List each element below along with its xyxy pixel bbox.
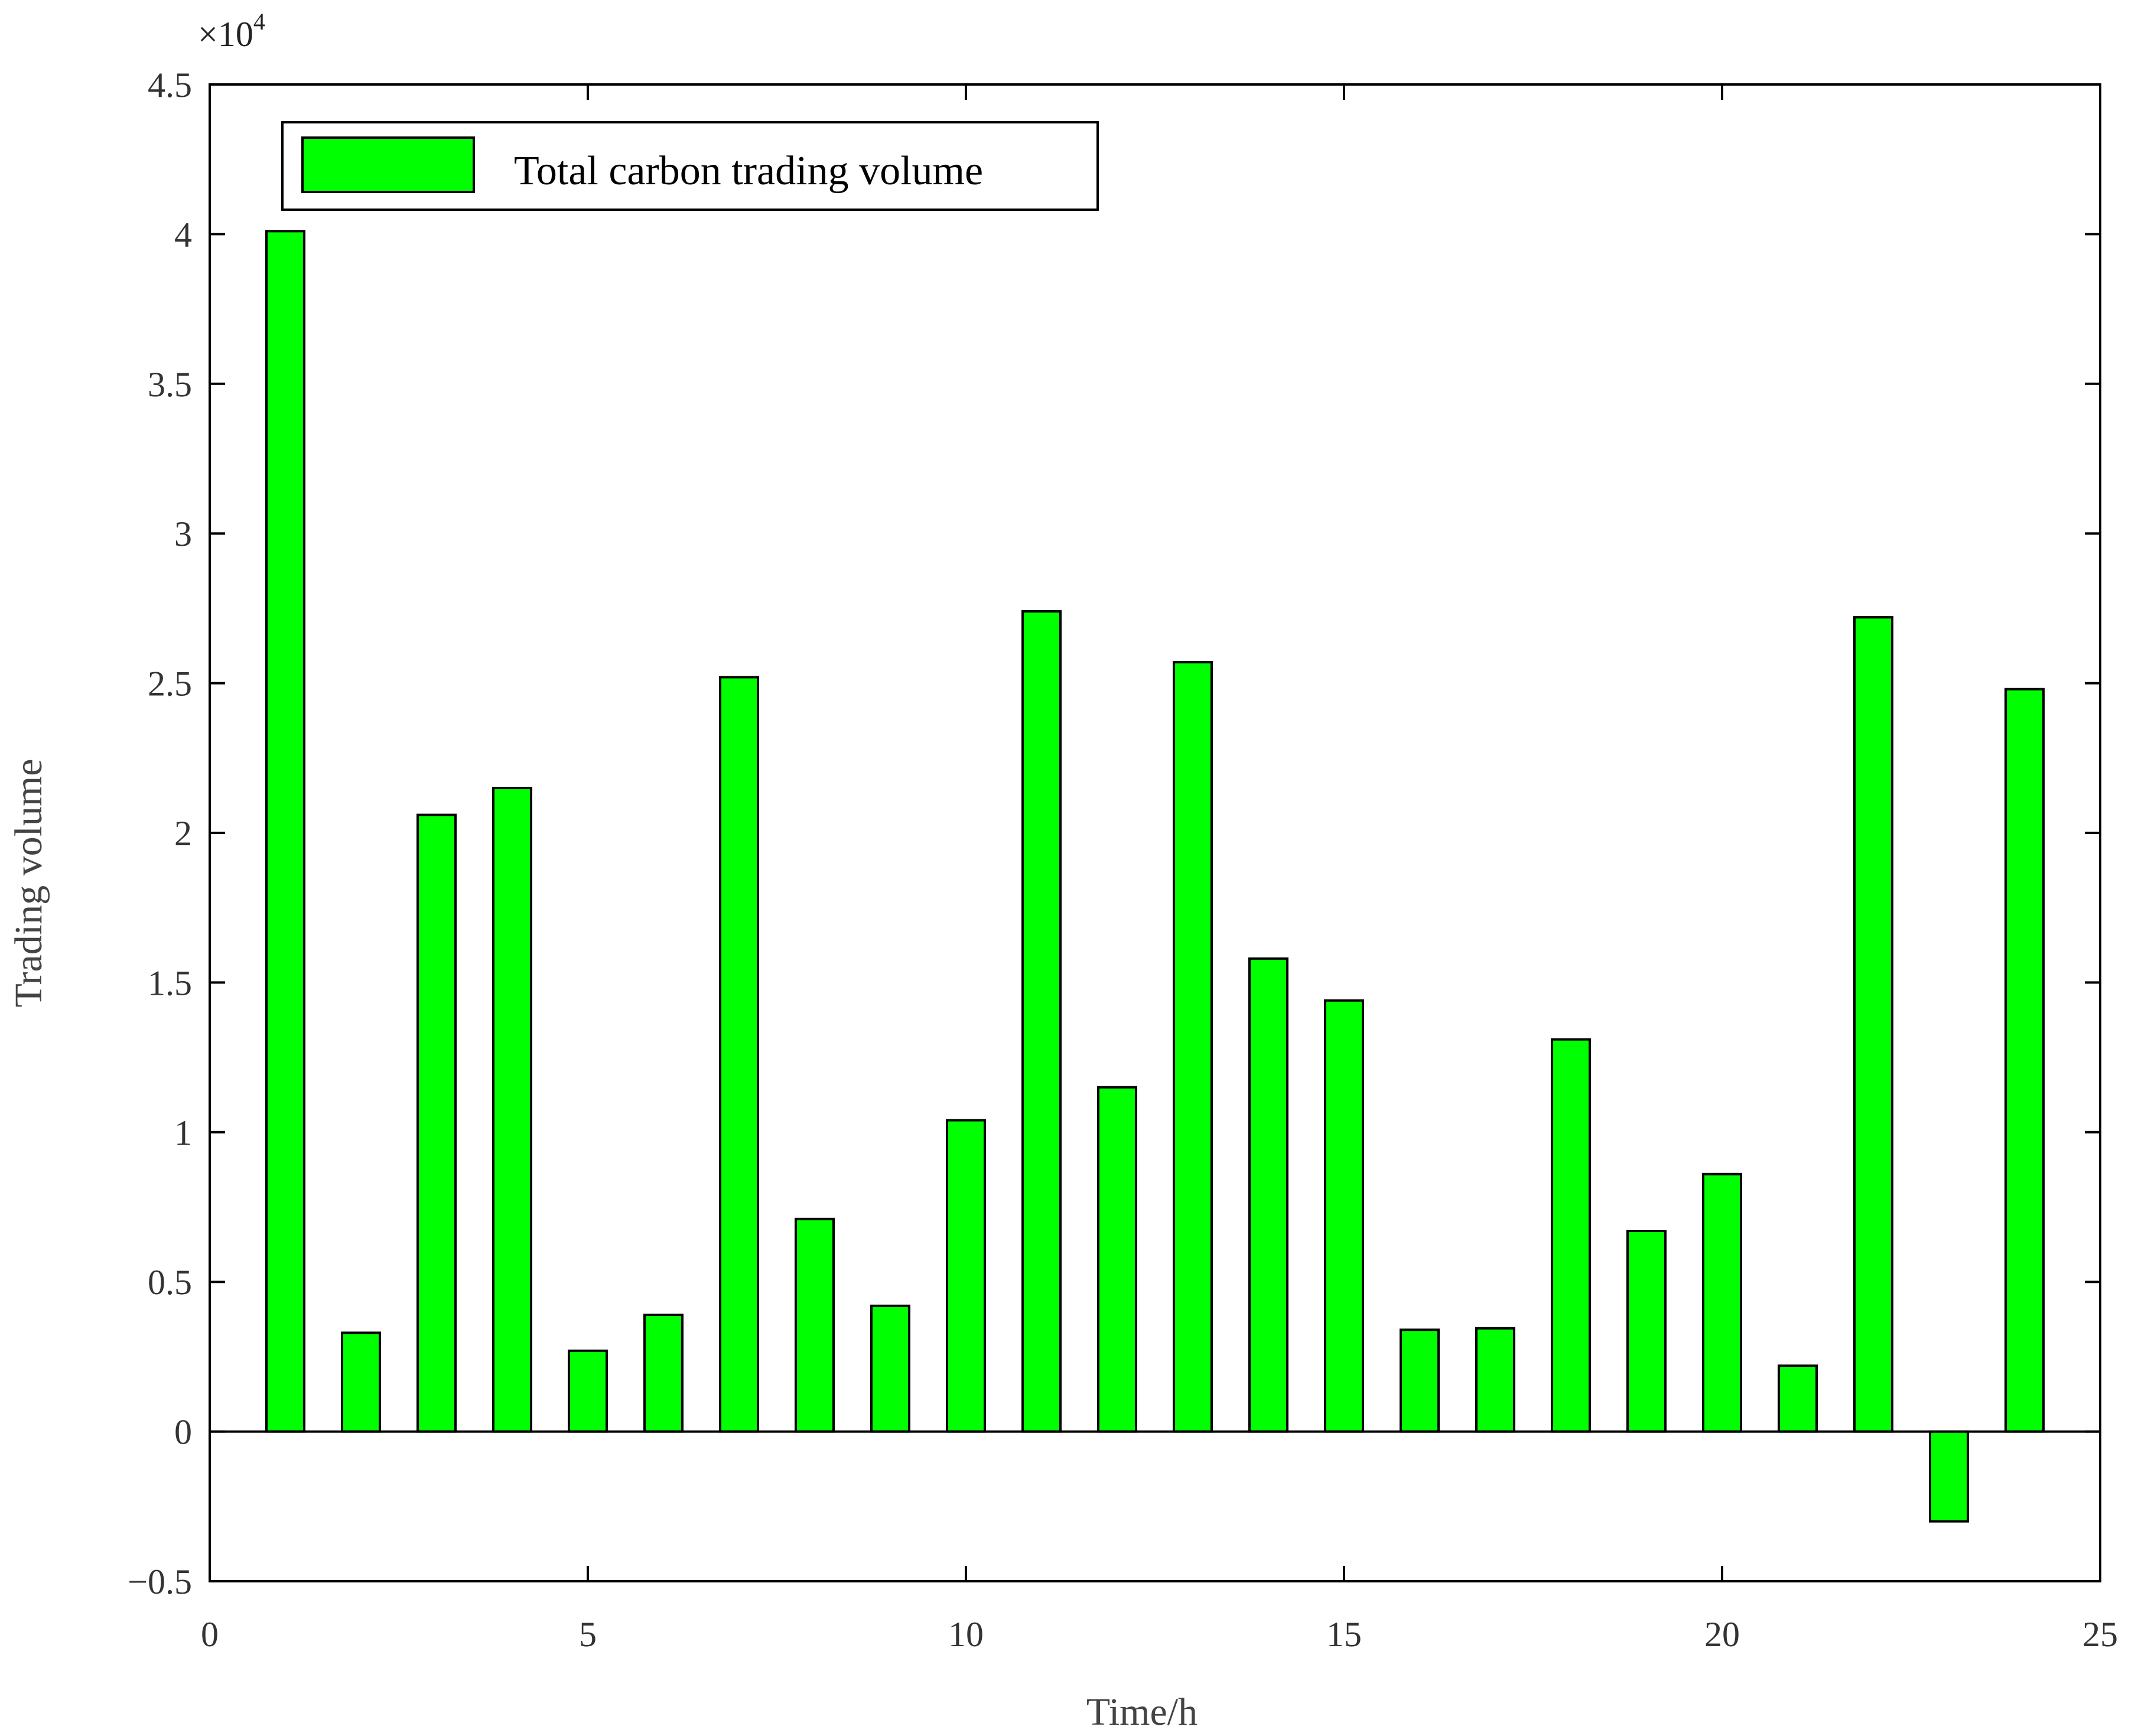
y-tick-labels: −0.5 0 0.5 1 1.5 2 2.5 3 3.5 4 4.5 xyxy=(128,66,192,1601)
bar xyxy=(946,1119,986,1433)
x-tick-label: 20 xyxy=(1704,1615,1740,1654)
x-tick-label: 25 xyxy=(2082,1615,2118,1654)
y-tick-label: 3 xyxy=(174,514,192,553)
bar xyxy=(1551,1038,1591,1433)
bar xyxy=(1702,1172,1742,1433)
y-exponent-power: 4 xyxy=(253,8,265,35)
bars-layer xyxy=(265,230,2045,1523)
y-exponent-base: ×10 xyxy=(198,15,253,54)
bar xyxy=(1778,1364,1818,1433)
y-tick-label: 1 xyxy=(174,1113,192,1152)
bar xyxy=(341,1331,381,1433)
bar xyxy=(1324,999,1364,1433)
bar xyxy=(2004,688,2045,1433)
y-tick-label: 3.5 xyxy=(148,365,192,404)
x-tick-label: 0 xyxy=(201,1615,219,1654)
legend-label: Total carbon trading volume xyxy=(514,148,983,194)
bar xyxy=(568,1349,608,1433)
y-tick-label: 4 xyxy=(174,215,192,254)
bar xyxy=(1248,957,1288,1433)
y-tick-label: −0.5 xyxy=(128,1562,192,1601)
y-tick-label: 2 xyxy=(174,814,192,853)
legend-swatch xyxy=(301,136,475,193)
y-tick-label: 0 xyxy=(174,1413,192,1452)
y-tick-label: 0.5 xyxy=(148,1263,192,1302)
bar xyxy=(1173,661,1213,1433)
bar xyxy=(1097,1086,1137,1433)
y-axis-exponent: ×104 xyxy=(198,8,265,54)
bar xyxy=(1400,1328,1440,1433)
y-tick-label: 4.5 xyxy=(148,66,192,105)
y-tick-label: 2.5 xyxy=(148,665,192,703)
bar xyxy=(265,230,305,1433)
bar xyxy=(492,786,532,1433)
bar xyxy=(1853,616,1893,1433)
x-axis-label: Time/h xyxy=(1086,1691,1197,1734)
bar xyxy=(1626,1230,1667,1433)
bar xyxy=(1021,610,1062,1433)
x-tick-label: 10 xyxy=(948,1615,984,1654)
bar xyxy=(870,1304,910,1433)
bar xyxy=(416,813,457,1433)
y-axis-label: Trading volume xyxy=(7,758,50,1007)
bar xyxy=(795,1217,835,1433)
x-tick-label: 15 xyxy=(1326,1615,1362,1654)
ticks-layer xyxy=(209,83,2101,1582)
x-tick-labels: 0 5 10 15 20 25 xyxy=(201,1615,2118,1654)
y-tick-label: 1.5 xyxy=(148,963,192,1002)
bar xyxy=(643,1313,684,1433)
bar xyxy=(719,676,759,1433)
bar xyxy=(1929,1430,1969,1523)
bar xyxy=(1475,1327,1515,1433)
x-tick-label: 5 xyxy=(579,1615,597,1654)
legend: Total carbon trading volume xyxy=(281,121,1099,211)
